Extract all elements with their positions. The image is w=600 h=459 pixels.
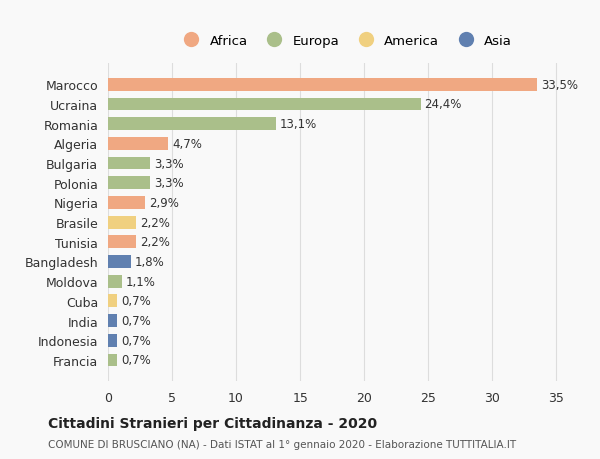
Bar [108, 216, 136, 229]
Bar [108, 196, 145, 209]
Text: 24,4%: 24,4% [424, 98, 462, 111]
Text: 13,1%: 13,1% [280, 118, 317, 131]
Bar [108, 354, 117, 367]
Text: 3,3%: 3,3% [154, 157, 184, 170]
Text: Cittadini Stranieri per Cittadinanza - 2020: Cittadini Stranieri per Cittadinanza - 2… [48, 416, 377, 430]
Bar [108, 275, 122, 288]
Text: 1,8%: 1,8% [135, 256, 164, 269]
Bar [108, 157, 150, 170]
Bar [108, 78, 537, 91]
Text: 0,7%: 0,7% [121, 334, 151, 347]
Bar [108, 334, 117, 347]
Bar [108, 314, 117, 327]
Bar [108, 177, 150, 190]
Bar [108, 118, 276, 131]
Legend: Africa, Europa, America, Asia: Africa, Europa, America, Asia [173, 30, 517, 53]
Bar [108, 138, 168, 151]
Text: 2,2%: 2,2% [140, 236, 170, 249]
Text: 33,5%: 33,5% [541, 78, 578, 91]
Text: 2,2%: 2,2% [140, 216, 170, 229]
Bar [108, 98, 421, 111]
Text: 3,3%: 3,3% [154, 177, 184, 190]
Text: 1,1%: 1,1% [126, 275, 156, 288]
Bar [108, 295, 117, 308]
Text: COMUNE DI BRUSCIANO (NA) - Dati ISTAT al 1° gennaio 2020 - Elaborazione TUTTITAL: COMUNE DI BRUSCIANO (NA) - Dati ISTAT al… [48, 440, 516, 449]
Text: 2,9%: 2,9% [149, 196, 179, 209]
Text: 0,7%: 0,7% [121, 354, 151, 367]
Text: 4,7%: 4,7% [172, 138, 202, 151]
Text: 0,7%: 0,7% [121, 314, 151, 327]
Bar [108, 256, 131, 269]
Bar [108, 236, 136, 249]
Text: 0,7%: 0,7% [121, 295, 151, 308]
